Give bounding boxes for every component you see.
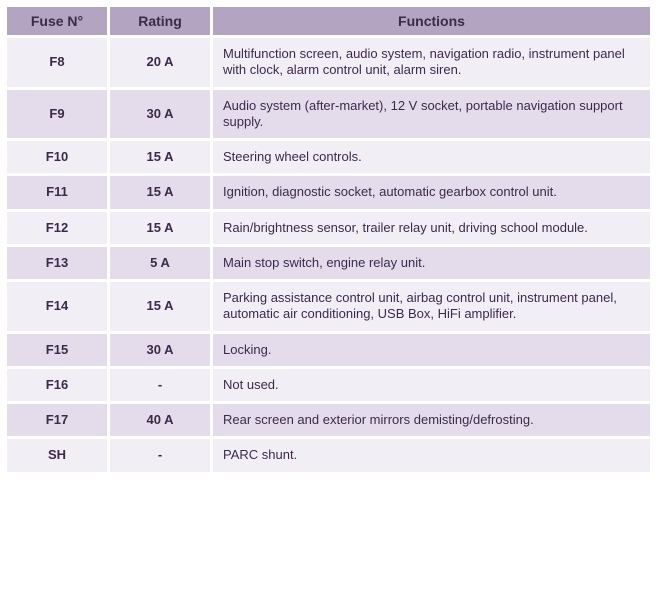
cell-rating: 15 A xyxy=(110,212,210,244)
col-header-fuse: Fuse N° xyxy=(7,7,107,35)
fuse-table-body: F8 20 A Multifunction screen, audio syst… xyxy=(7,38,650,472)
cell-rating: - xyxy=(110,439,210,471)
table-row: F13 5 A Main stop switch, engine relay u… xyxy=(7,247,650,279)
table-header-row: Fuse N° Rating Functions xyxy=(7,7,650,35)
cell-func: Rain/brightness sensor, trailer relay un… xyxy=(213,212,650,244)
cell-func: Rear screen and exterior mirrors demisti… xyxy=(213,404,650,436)
fuse-table: Fuse N° Rating Functions F8 20 A Multifu… xyxy=(4,4,653,475)
cell-fuse: F10 xyxy=(7,141,107,173)
table-row: F9 30 A Audio system (after-market), 12 … xyxy=(7,90,650,139)
table-row: F10 15 A Steering wheel controls. xyxy=(7,141,650,173)
table-row: F17 40 A Rear screen and exterior mirror… xyxy=(7,404,650,436)
cell-fuse: F17 xyxy=(7,404,107,436)
cell-fuse: F12 xyxy=(7,212,107,244)
cell-func: Audio system (after-market), 12 V socket… xyxy=(213,90,650,139)
cell-func: Steering wheel controls. xyxy=(213,141,650,173)
cell-rating: - xyxy=(110,369,210,401)
cell-fuse: F15 xyxy=(7,334,107,366)
table-row: SH - PARC shunt. xyxy=(7,439,650,471)
cell-fuse: F14 xyxy=(7,282,107,331)
table-row: F12 15 A Rain/brightness sensor, trailer… xyxy=(7,212,650,244)
table-row: F16 - Not used. xyxy=(7,369,650,401)
col-header-functions: Functions xyxy=(213,7,650,35)
cell-rating: 20 A xyxy=(110,38,210,87)
cell-func: Multifunction screen, audio system, navi… xyxy=(213,38,650,87)
table-row: F15 30 A Locking. xyxy=(7,334,650,366)
cell-func: Ignition, diagnostic socket, automatic g… xyxy=(213,176,650,208)
cell-func: Main stop switch, engine relay unit. xyxy=(213,247,650,279)
cell-rating: 30 A xyxy=(110,90,210,139)
cell-func: Locking. xyxy=(213,334,650,366)
table-row: F11 15 A Ignition, diagnostic socket, au… xyxy=(7,176,650,208)
cell-fuse: SH xyxy=(7,439,107,471)
cell-func: PARC shunt. xyxy=(213,439,650,471)
table-row: F14 15 A Parking assistance control unit… xyxy=(7,282,650,331)
cell-fuse: F9 xyxy=(7,90,107,139)
cell-func: Not used. xyxy=(213,369,650,401)
cell-rating: 15 A xyxy=(110,282,210,331)
cell-rating: 40 A xyxy=(110,404,210,436)
cell-fuse: F13 xyxy=(7,247,107,279)
cell-rating: 5 A xyxy=(110,247,210,279)
cell-rating: 15 A xyxy=(110,141,210,173)
cell-rating: 15 A xyxy=(110,176,210,208)
table-row: F8 20 A Multifunction screen, audio syst… xyxy=(7,38,650,87)
cell-func: Parking assistance control unit, airbag … xyxy=(213,282,650,331)
col-header-rating: Rating xyxy=(110,7,210,35)
cell-fuse: F16 xyxy=(7,369,107,401)
cell-fuse: F8 xyxy=(7,38,107,87)
cell-fuse: F11 xyxy=(7,176,107,208)
cell-rating: 30 A xyxy=(110,334,210,366)
